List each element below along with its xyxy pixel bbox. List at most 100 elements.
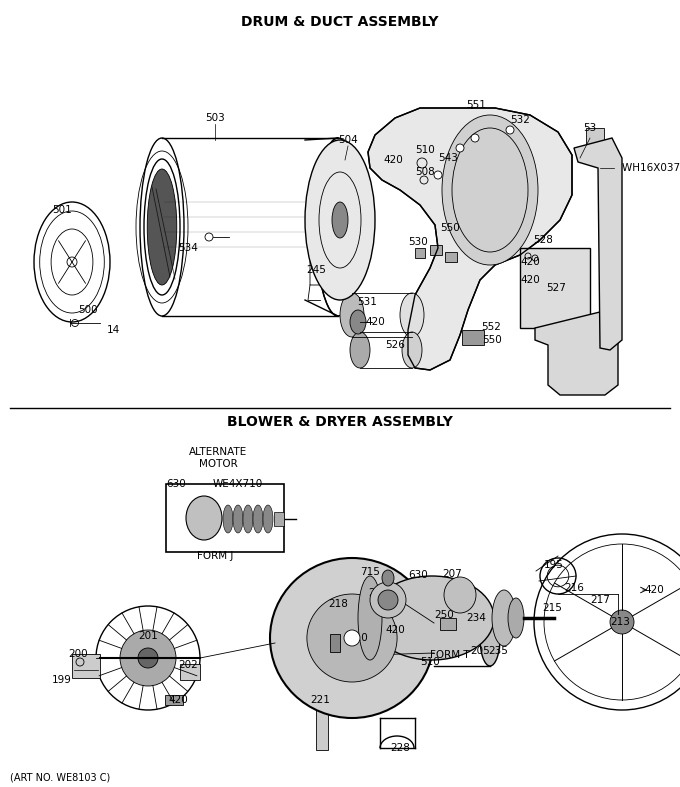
- Bar: [440, 618, 456, 630]
- Text: 420: 420: [168, 695, 188, 705]
- Text: 217: 217: [590, 595, 610, 605]
- Circle shape: [610, 610, 634, 634]
- Ellipse shape: [400, 293, 424, 337]
- Text: 14: 14: [106, 325, 120, 335]
- Text: 508: 508: [415, 167, 435, 177]
- Text: 500: 500: [78, 305, 98, 315]
- Text: 195: 195: [544, 560, 564, 570]
- Text: 551: 551: [466, 100, 486, 110]
- Text: 53: 53: [583, 123, 596, 133]
- Ellipse shape: [305, 140, 375, 300]
- Text: 200: 200: [68, 649, 88, 659]
- Text: 235: 235: [488, 646, 508, 656]
- Ellipse shape: [307, 594, 397, 682]
- Ellipse shape: [378, 590, 398, 610]
- Bar: [274, 512, 284, 526]
- Text: WE4X710: WE4X710: [213, 479, 263, 489]
- Bar: [180, 664, 200, 680]
- Ellipse shape: [492, 590, 516, 646]
- Bar: [330, 634, 340, 652]
- Circle shape: [506, 126, 514, 134]
- Ellipse shape: [350, 332, 370, 368]
- Text: 543: 543: [438, 153, 458, 163]
- Ellipse shape: [340, 293, 364, 337]
- Bar: [415, 248, 425, 258]
- Ellipse shape: [223, 505, 233, 533]
- Text: 531: 531: [357, 297, 377, 307]
- Ellipse shape: [442, 115, 538, 265]
- Text: 420: 420: [520, 275, 540, 285]
- Text: 216: 216: [564, 583, 584, 593]
- Text: 228: 228: [390, 743, 410, 753]
- Text: 510: 510: [415, 145, 435, 155]
- Text: 530: 530: [408, 237, 428, 247]
- Text: 205: 205: [470, 646, 490, 656]
- Text: 202: 202: [178, 660, 198, 670]
- Text: 630: 630: [408, 570, 428, 580]
- Ellipse shape: [350, 310, 366, 334]
- Text: 532: 532: [510, 115, 530, 125]
- Text: 550: 550: [440, 223, 460, 233]
- Text: 207: 207: [442, 569, 462, 579]
- Ellipse shape: [444, 577, 476, 613]
- Polygon shape: [368, 108, 572, 370]
- Polygon shape: [574, 138, 622, 350]
- Ellipse shape: [120, 630, 176, 686]
- Bar: [165, 695, 183, 705]
- Text: 420: 420: [365, 317, 385, 327]
- Bar: [316, 700, 328, 750]
- Ellipse shape: [186, 496, 222, 540]
- Text: 213: 213: [610, 617, 630, 627]
- Text: 215: 215: [542, 603, 562, 613]
- Text: 199: 199: [52, 675, 72, 685]
- Text: DRUM & DUCT ASSEMBLY: DRUM & DUCT ASSEMBLY: [241, 15, 439, 29]
- Ellipse shape: [138, 648, 158, 668]
- Text: 630: 630: [166, 479, 186, 489]
- Ellipse shape: [263, 505, 273, 533]
- Text: 501: 501: [52, 205, 72, 215]
- Text: 420: 420: [385, 625, 405, 635]
- Bar: [462, 330, 484, 345]
- Ellipse shape: [148, 169, 177, 285]
- Text: (ART NO. WE8103 C): (ART NO. WE8103 C): [10, 773, 110, 783]
- Ellipse shape: [316, 138, 360, 316]
- Text: 510: 510: [420, 657, 440, 667]
- Text: FORM J: FORM J: [197, 551, 233, 561]
- Bar: [520, 248, 590, 328]
- Text: 250: 250: [434, 610, 454, 620]
- Text: 420: 420: [383, 155, 403, 165]
- Text: 245: 245: [306, 265, 326, 275]
- Circle shape: [471, 134, 479, 142]
- Ellipse shape: [370, 576, 494, 660]
- Ellipse shape: [358, 576, 382, 660]
- Ellipse shape: [233, 505, 243, 533]
- Bar: [430, 245, 442, 255]
- Text: 504: 504: [338, 135, 358, 145]
- Text: 503: 503: [205, 113, 225, 123]
- Text: 534: 534: [178, 243, 198, 253]
- Text: 552: 552: [481, 322, 501, 332]
- Text: 526: 526: [385, 340, 405, 350]
- Bar: [586, 128, 604, 150]
- Circle shape: [344, 630, 360, 646]
- Text: ALTERNATE: ALTERNATE: [189, 447, 247, 457]
- Text: 203: 203: [374, 603, 394, 613]
- Ellipse shape: [370, 582, 406, 618]
- Circle shape: [434, 171, 442, 179]
- Text: 527: 527: [546, 283, 566, 293]
- Text: 204: 204: [456, 585, 476, 595]
- Text: 528: 528: [533, 235, 553, 245]
- Ellipse shape: [480, 610, 500, 666]
- Ellipse shape: [253, 505, 263, 533]
- Text: 550: 550: [482, 335, 502, 345]
- Circle shape: [456, 144, 464, 152]
- Circle shape: [67, 257, 77, 267]
- Ellipse shape: [243, 505, 253, 533]
- Text: MOTOR: MOTOR: [199, 459, 237, 469]
- Text: 510: 510: [348, 633, 368, 643]
- Text: 218: 218: [328, 599, 348, 609]
- Text: 420: 420: [520, 257, 540, 267]
- Text: 715: 715: [360, 567, 380, 577]
- Text: 203: 203: [368, 588, 388, 598]
- Text: FORM T: FORM T: [430, 650, 470, 660]
